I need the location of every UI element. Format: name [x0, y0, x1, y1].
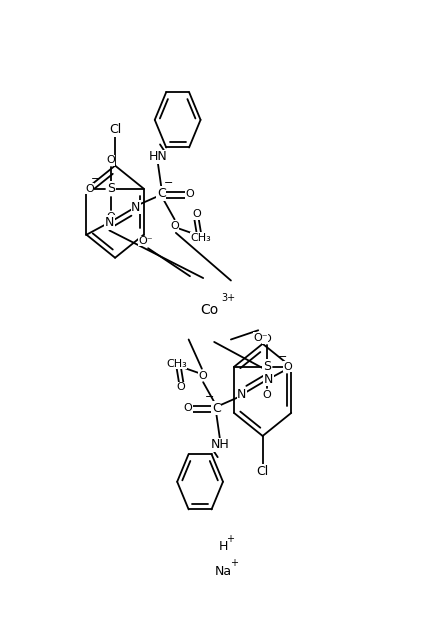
Text: N: N	[105, 216, 114, 229]
Text: O: O	[183, 403, 192, 413]
Text: −: −	[277, 352, 287, 362]
Text: −: −	[91, 174, 100, 184]
Text: O: O	[192, 210, 201, 219]
Text: O: O	[106, 212, 115, 222]
Text: O: O	[263, 334, 272, 343]
Text: Cl: Cl	[109, 123, 121, 136]
Text: O: O	[263, 390, 272, 400]
Text: O: O	[284, 362, 293, 372]
Text: −: −	[205, 392, 214, 402]
Text: C: C	[212, 402, 221, 415]
Text: Na: Na	[215, 565, 231, 578]
Text: Cl: Cl	[256, 465, 269, 478]
Text: N: N	[131, 201, 140, 213]
Text: N: N	[237, 388, 247, 401]
Text: CH₃: CH₃	[190, 232, 211, 243]
Text: O: O	[186, 188, 194, 198]
Text: CH₃: CH₃	[166, 359, 187, 369]
Text: O: O	[85, 184, 94, 193]
Text: O: O	[106, 156, 115, 166]
Text: −: −	[164, 177, 173, 187]
Text: O⁻: O⁻	[253, 333, 268, 343]
Text: +: +	[226, 534, 234, 544]
Text: HN: HN	[149, 150, 167, 163]
Text: Co: Co	[201, 303, 219, 317]
Text: C: C	[157, 187, 166, 200]
Text: O: O	[170, 221, 179, 231]
Text: 3+: 3+	[221, 293, 235, 303]
Text: +: +	[230, 558, 238, 568]
Text: S: S	[107, 182, 115, 195]
Text: H: H	[218, 540, 228, 553]
Text: S: S	[263, 360, 271, 373]
Text: O: O	[199, 371, 207, 381]
Text: O⁻: O⁻	[139, 236, 153, 246]
Text: N: N	[264, 373, 273, 386]
Text: O: O	[177, 382, 186, 392]
Text: NH: NH	[211, 438, 229, 451]
